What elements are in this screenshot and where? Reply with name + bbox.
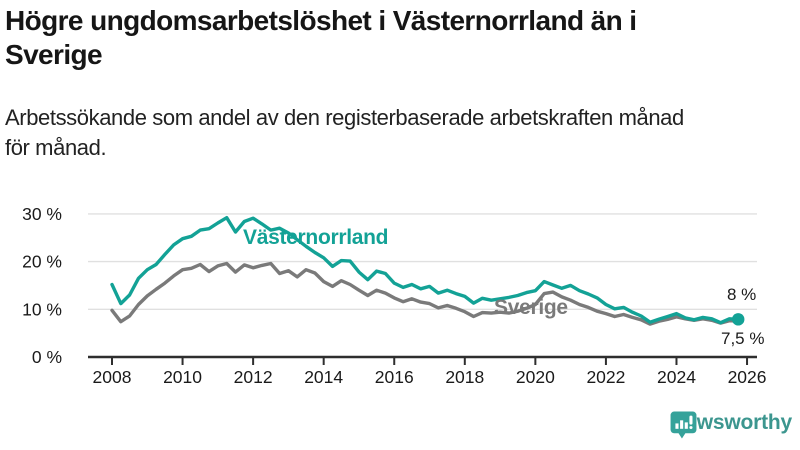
x-axis-label-2022: 2022 [586,367,625,387]
y-axis-label-30: 30 % [22,204,62,224]
y-axis-label-0: 0 % [32,347,62,367]
series-end-dot-västernorrland [732,313,745,326]
x-axis-label-2026: 2026 [728,367,767,387]
y-axis-label-10: 10 % [22,299,62,319]
chart-title: Högre ungdomsarbetslöshet i Västernorrla… [5,4,785,72]
series-line-sverige [110,261,740,326]
x-axis-label-2014: 2014 [304,367,343,387]
chart-title-line-2: Sverige [5,39,103,70]
chart-subtitle-line-1: Arbetssökande som andel av den registerb… [5,105,684,130]
brand-name: Newsworthy [670,411,792,434]
x-axis-label-2016: 2016 [375,367,414,387]
x-axis-label-2008: 2008 [93,367,132,387]
end-value-label-sverige: 7,5 % [721,329,765,348]
chart-subtitle-line-2: för månad. [5,135,107,160]
series-line-västernorrland [110,215,740,325]
x-axis-label-2024: 2024 [657,367,696,387]
x-axis-label-2020: 2020 [516,367,555,387]
chart-title-line-1: Högre ungdomsarbetslöshet i Västernorrla… [5,5,637,36]
newsworthy-logo[interactable]: Newsworthy [670,411,792,439]
x-axis-label-2010: 2010 [163,367,202,387]
series-label-sverige: Sverige [494,296,568,319]
bar-chart-speech-bubble-icon [670,411,697,439]
end-value-label-vasternorrland: 8 % [727,285,757,304]
x-axis-label-2012: 2012 [234,367,273,387]
chart-subtitle: Arbetssökande som andel av den registerb… [5,103,785,163]
x-axis-label-2018: 2018 [445,367,484,387]
y-axis-label-20: 20 % [22,252,62,272]
series-label-vasternorrland: Västernorrland [243,226,389,249]
